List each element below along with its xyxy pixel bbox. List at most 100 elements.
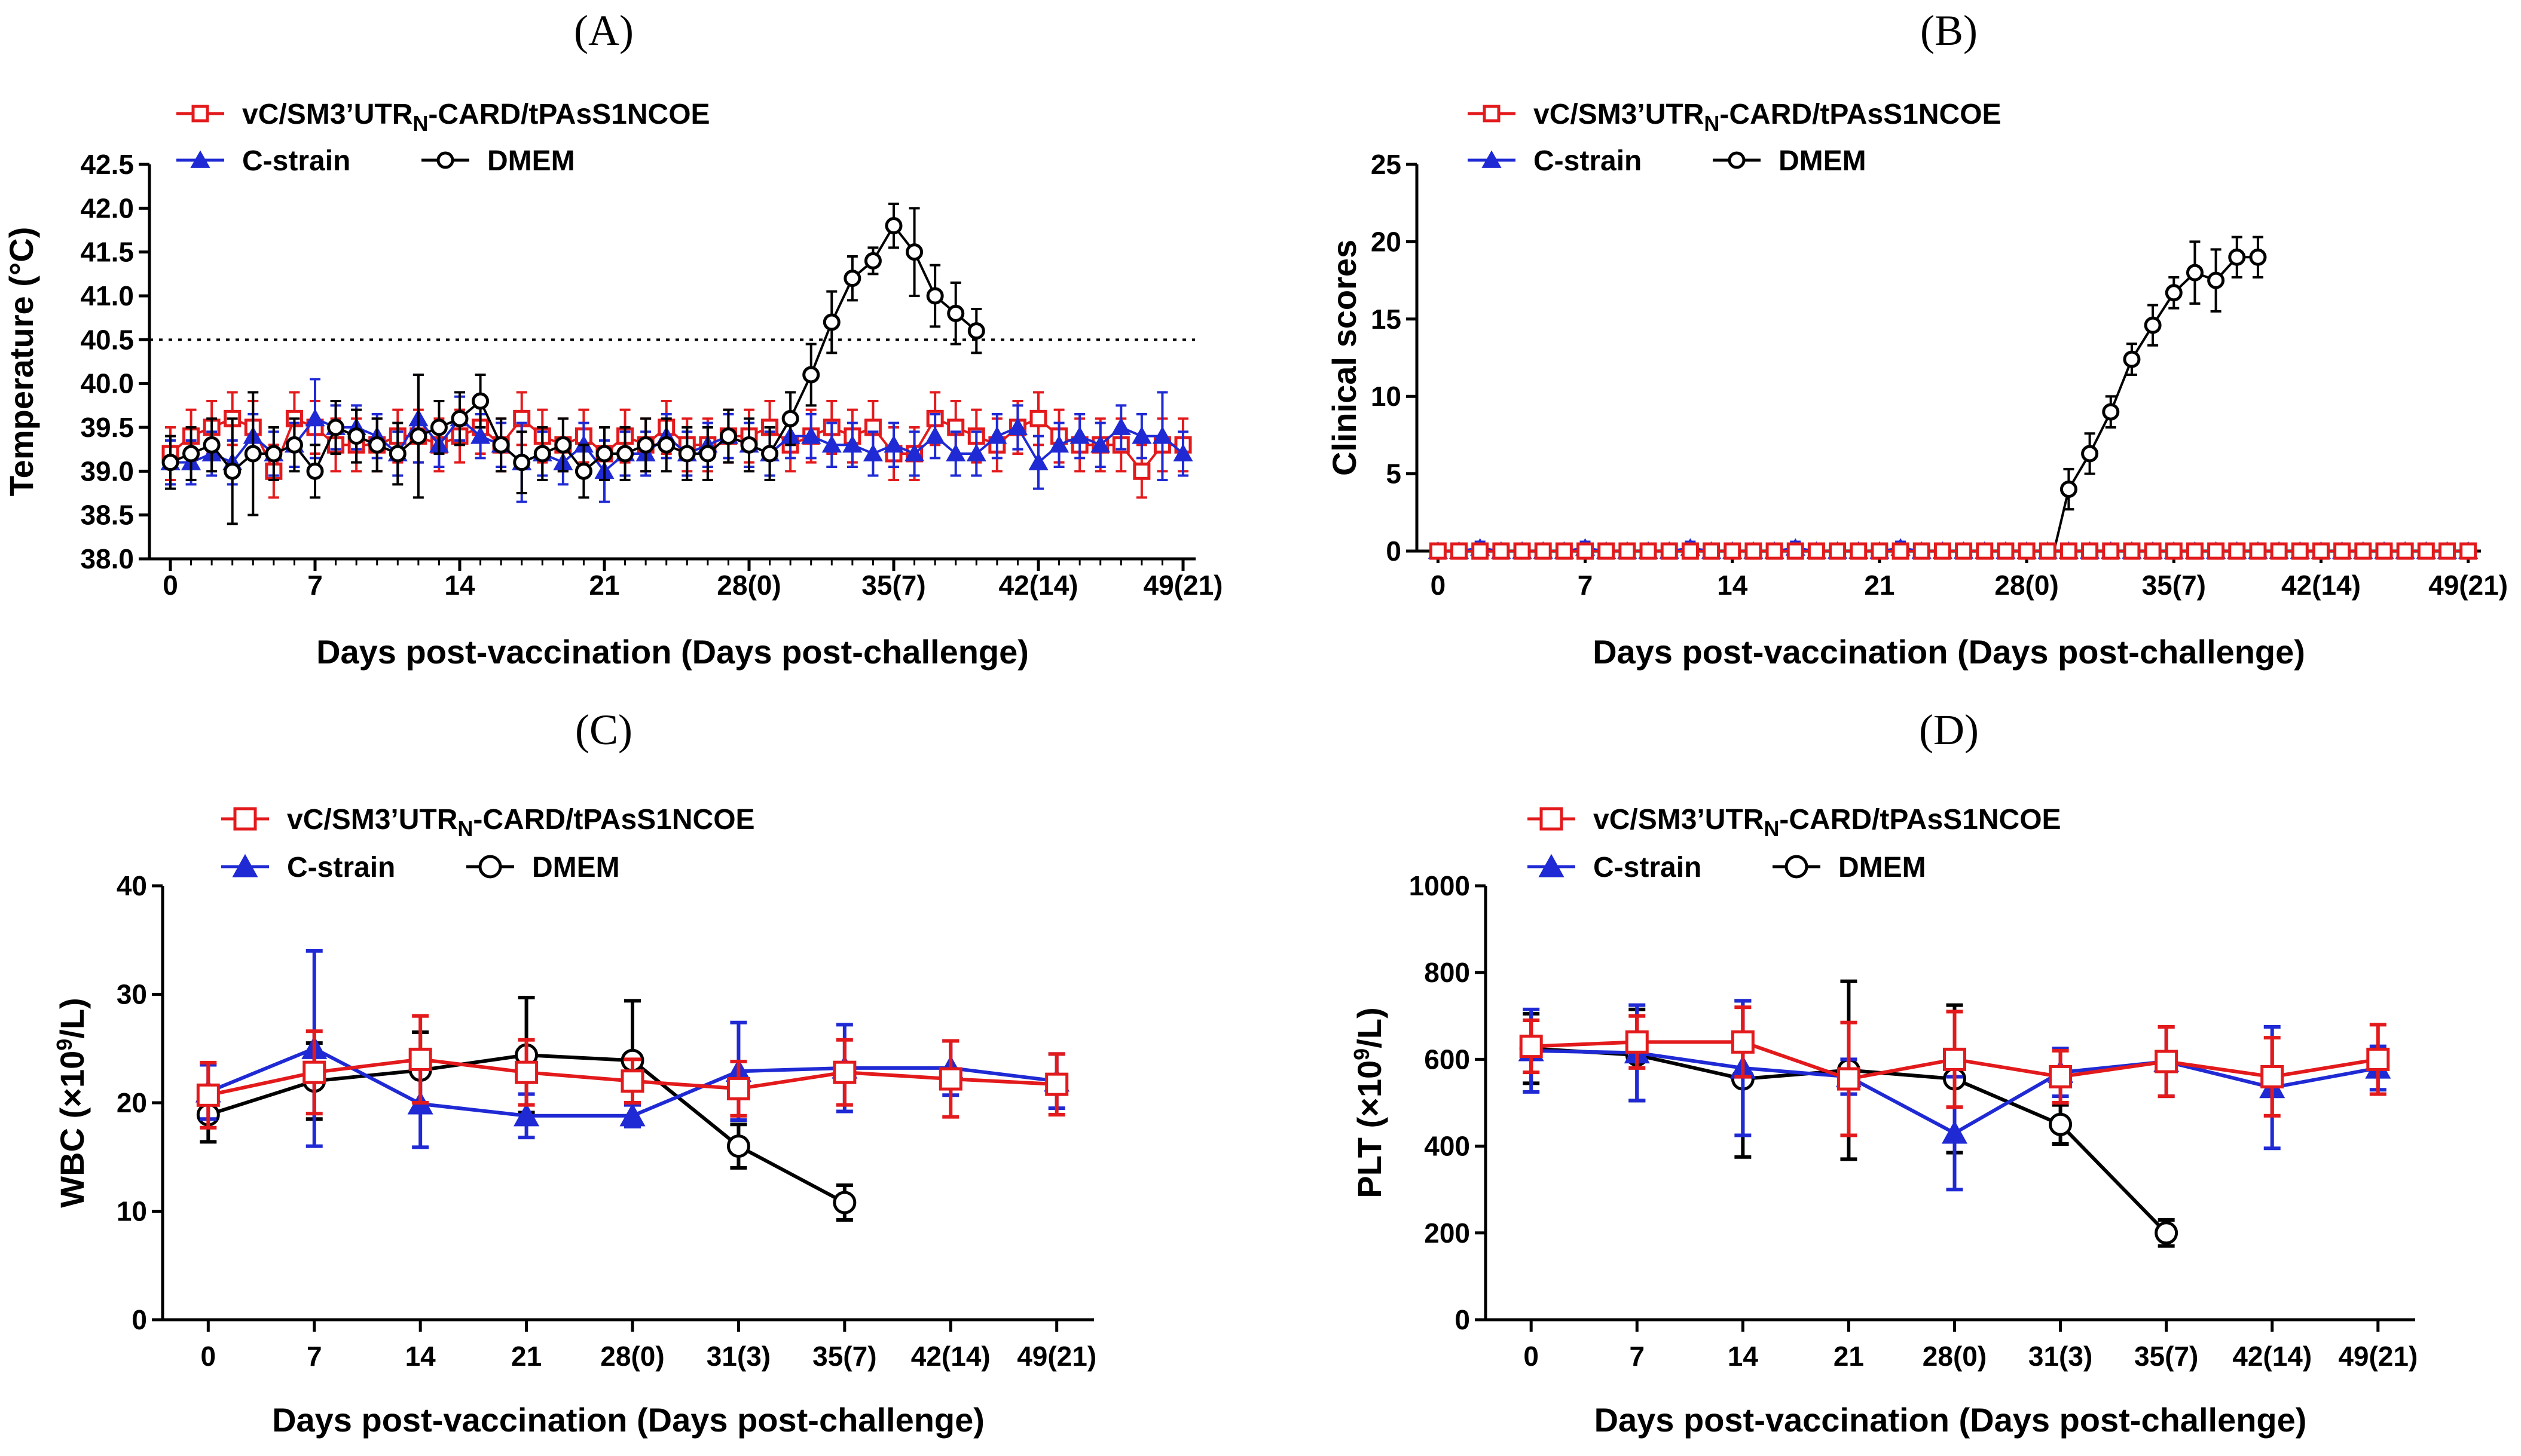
data-point bbox=[987, 426, 1007, 444]
data-point bbox=[1829, 542, 1847, 560]
legend-label-cstrain: C-strain bbox=[287, 852, 395, 883]
legend-marker-vaccine bbox=[191, 105, 209, 123]
y-tick-label: 39.0 bbox=[80, 455, 134, 487]
data-point bbox=[1173, 443, 1193, 461]
series-dmem bbox=[161, 203, 985, 525]
y-axis-title-tail: /L) bbox=[1350, 1007, 1388, 1048]
data-point bbox=[678, 445, 696, 463]
data-point bbox=[726, 1134, 750, 1158]
y-tick-label: 600 bbox=[1424, 1044, 1470, 1075]
legend-marker-dmem bbox=[478, 855, 502, 879]
x-axis-title: Days post-vaccination (Days post-challen… bbox=[272, 1401, 985, 1439]
data-point bbox=[533, 445, 551, 463]
y-tick-label: 400 bbox=[1424, 1131, 1470, 1162]
data-point bbox=[368, 436, 386, 454]
data-point bbox=[1703, 542, 1721, 560]
legend-label-main: C-strain bbox=[1533, 145, 1642, 177]
data-point bbox=[2186, 542, 2204, 560]
x-tick-label: 35(7) bbox=[2134, 1341, 2198, 1372]
x-tick-label: 14 bbox=[1728, 1341, 1759, 1372]
data-point bbox=[1133, 462, 1151, 480]
chart-panel-c: (C) 0 10 20 30 40 0 7 14 21 28(0) 31(3) 35(7) 42(14) 4… bbox=[52, 706, 1097, 1439]
data-point bbox=[1007, 417, 1028, 435]
data-point bbox=[719, 427, 737, 445]
data-point bbox=[513, 454, 531, 472]
panel-letter: (D) bbox=[1919, 706, 1979, 754]
x-tick-label: 42(14) bbox=[2281, 570, 2361, 601]
data-point bbox=[864, 252, 882, 270]
legend-label-main: vC/SM3’UTR bbox=[1593, 804, 1764, 836]
data-point bbox=[265, 445, 283, 463]
data-point bbox=[306, 462, 324, 480]
data-point bbox=[637, 436, 655, 454]
data-point bbox=[327, 418, 345, 436]
data-point bbox=[2438, 542, 2456, 560]
data-point bbox=[492, 436, 510, 454]
data-point bbox=[1625, 1030, 1649, 1054]
data-point bbox=[966, 443, 986, 461]
y-tick-label: 10 bbox=[1371, 381, 1401, 412]
legend-label-dmem: DMEM bbox=[532, 852, 620, 883]
y-tick-label: 42.0 bbox=[80, 192, 134, 224]
panel-letter: (A) bbox=[574, 7, 634, 54]
legend-label-tail: -CARD/tPAsS1NCOE bbox=[1779, 804, 2061, 836]
data-point bbox=[1450, 542, 1468, 560]
x-tick-label: 42(14) bbox=[2232, 1341, 2312, 1372]
series-vaccine bbox=[196, 1014, 1069, 1130]
legend-label-main: C-strain bbox=[287, 852, 395, 883]
y-axis-title: Temperature (°C) bbox=[2, 227, 40, 497]
data-point bbox=[1836, 1067, 1860, 1091]
data-point bbox=[1943, 1047, 1966, 1071]
legend-label-dmem: DMEM bbox=[487, 145, 575, 177]
chart-panel-b: (B) 0 5 10 15 20 25 0 7 14 21 28(0) 35(7) 42(14) 49(21… bbox=[1325, 7, 2508, 671]
legend-label-main: DMEM bbox=[487, 145, 575, 177]
data-point bbox=[2059, 480, 2077, 498]
data-point bbox=[161, 454, 179, 472]
data-point bbox=[761, 445, 779, 463]
data-point bbox=[2396, 542, 2414, 560]
x-tick-label: 42(14) bbox=[999, 570, 1078, 601]
legend-label-sub: N bbox=[412, 111, 428, 136]
series-dmem bbox=[2052, 235, 2267, 552]
x-tick-label: 21 bbox=[589, 570, 619, 601]
y-tick-label: 800 bbox=[1424, 957, 1470, 988]
data-point bbox=[2417, 542, 2435, 560]
data-point bbox=[1850, 542, 1868, 560]
data-point bbox=[1045, 1072, 1069, 1096]
data-point bbox=[939, 1067, 962, 1091]
data-point bbox=[554, 436, 572, 454]
data-point bbox=[2049, 1112, 2073, 1136]
y-tick-label: 20 bbox=[117, 1087, 147, 1118]
data-point bbox=[802, 366, 820, 384]
x-tick-label: 49(21) bbox=[1017, 1341, 1096, 1372]
x-axis-title: Days post-vaccination (Days post-challen… bbox=[316, 633, 1029, 671]
data-point bbox=[947, 304, 965, 322]
data-point bbox=[389, 445, 407, 463]
data-point bbox=[2228, 248, 2246, 266]
data-point bbox=[1519, 1035, 1543, 1059]
y-tick-label: 5 bbox=[1386, 458, 1401, 490]
data-point bbox=[196, 1083, 220, 1107]
y-tick-label: 38.5 bbox=[80, 500, 134, 531]
legend-label-vaccine: vC/SM3’UTRN-CARD/tPAsS1NCOE bbox=[1533, 99, 2001, 136]
y-tick-label: 41.5 bbox=[80, 237, 134, 268]
data-point bbox=[1731, 1030, 1755, 1054]
legend-marker-dmem bbox=[1728, 151, 1746, 169]
legend-label-tail: -CARD/tPAsS1NCOE bbox=[473, 804, 754, 836]
data-point bbox=[1660, 542, 1678, 560]
legend-label-main: C-strain bbox=[1593, 852, 1701, 883]
data-point bbox=[726, 1076, 750, 1100]
x-tick-label: 49(21) bbox=[2338, 1341, 2418, 1372]
x-tick-label: 14 bbox=[444, 570, 475, 601]
x-tick-label: 42(14) bbox=[911, 1341, 991, 1372]
data-point bbox=[967, 322, 985, 340]
y-axis-title: Clinical scores bbox=[1325, 240, 1363, 476]
data-point bbox=[863, 443, 883, 461]
y-axis-title-main: WBC (×10 bbox=[53, 1051, 91, 1208]
data-point bbox=[1555, 542, 1573, 560]
y-tick-label: 15 bbox=[1371, 304, 1401, 335]
data-point bbox=[470, 426, 491, 444]
legend-marker-cstrain bbox=[1538, 854, 1564, 877]
y-axis-title-sup: 9 bbox=[1349, 1048, 1374, 1060]
